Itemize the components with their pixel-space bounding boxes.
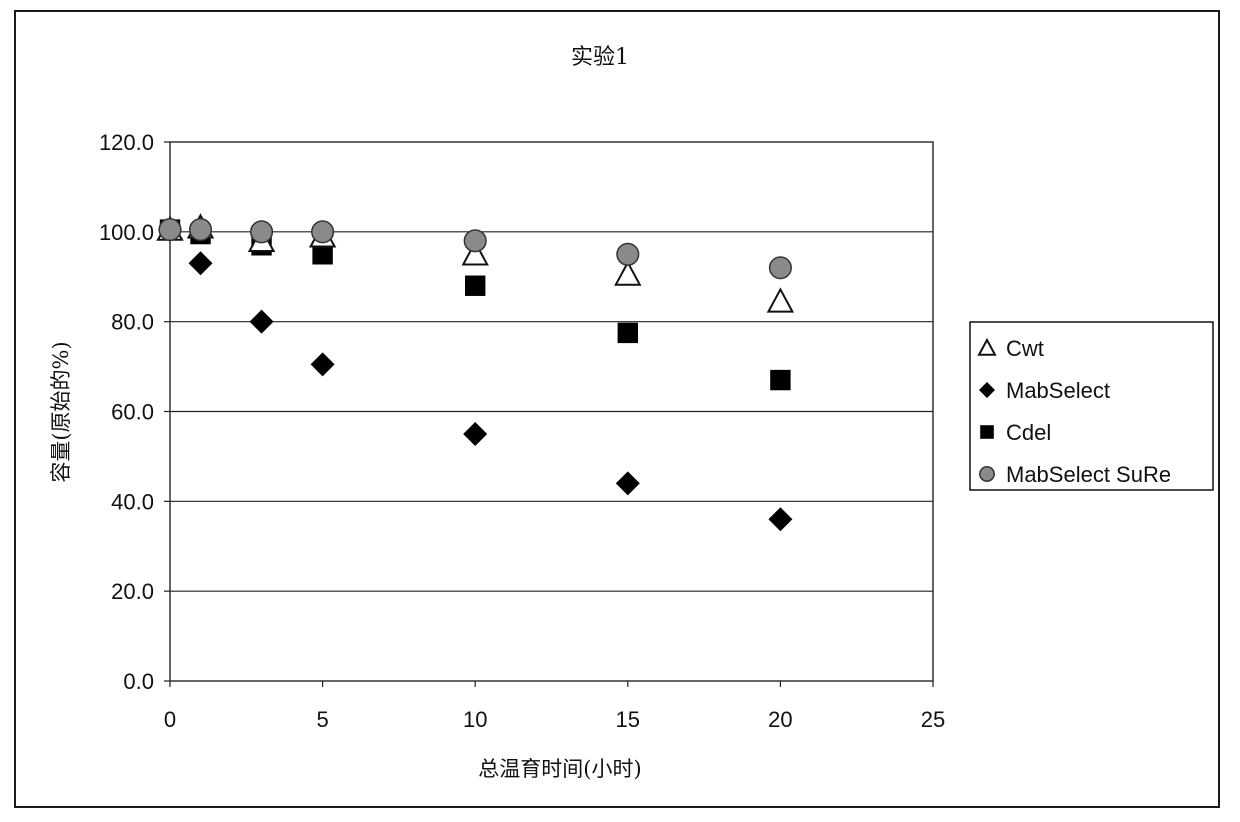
point-mabselect-sure [251, 221, 273, 243]
y-tick-label: 20.0 [111, 579, 154, 604]
legend-label-mabselect: MabSelect [1006, 378, 1110, 403]
y-tick-label: 100.0 [99, 220, 154, 245]
x-tick-label: 0 [164, 707, 176, 732]
y-tick-label: 80.0 [111, 310, 154, 335]
point-mabselect-sure [190, 219, 212, 241]
legend-label-cdel: Cdel [1006, 420, 1051, 445]
legend-label-cwt: Cwt [1006, 336, 1044, 361]
legend-marker-cdel [980, 425, 994, 439]
chart-title: 实验1 [571, 45, 629, 70]
point-mabselect-sure [464, 230, 486, 252]
legend-label-mabselect-sure: MabSelect SuRe [1006, 462, 1171, 487]
y-tick-labels: 0.0 20.0 40.0 60.0 80.0 100.0 120.0 [99, 130, 154, 694]
point-cdel [465, 276, 485, 296]
point-cdel [618, 323, 638, 343]
point-mabselect-sure [312, 221, 334, 243]
x-tick-labels: 0 5 10 15 20 25 [164, 707, 945, 732]
y-tick-label: 60.0 [111, 400, 154, 425]
point-cdel [770, 370, 790, 390]
y-tick-label: 120.0 [99, 130, 154, 155]
x-tick-label: 20 [768, 707, 792, 732]
point-mabselect-sure [770, 257, 792, 279]
x-tick-label: 5 [316, 707, 328, 732]
x-tick-label: 25 [921, 707, 945, 732]
y-tick-label: 40.0 [111, 489, 154, 514]
y-axis-label: 容量(原始的%) [49, 341, 73, 482]
x-tick-label: 15 [616, 707, 640, 732]
x-tick-label: 10 [463, 707, 487, 732]
point-mabselect-sure [159, 219, 181, 241]
x-axis-label: 总温育时间(小时) [478, 757, 641, 781]
legend-marker-mabselect-sure [980, 467, 994, 481]
legend: Cwt MabSelect Cdel MabSelect SuRe [970, 322, 1213, 490]
y-tick-label: 0.0 [123, 669, 154, 694]
point-mabselect-sure [617, 243, 639, 265]
